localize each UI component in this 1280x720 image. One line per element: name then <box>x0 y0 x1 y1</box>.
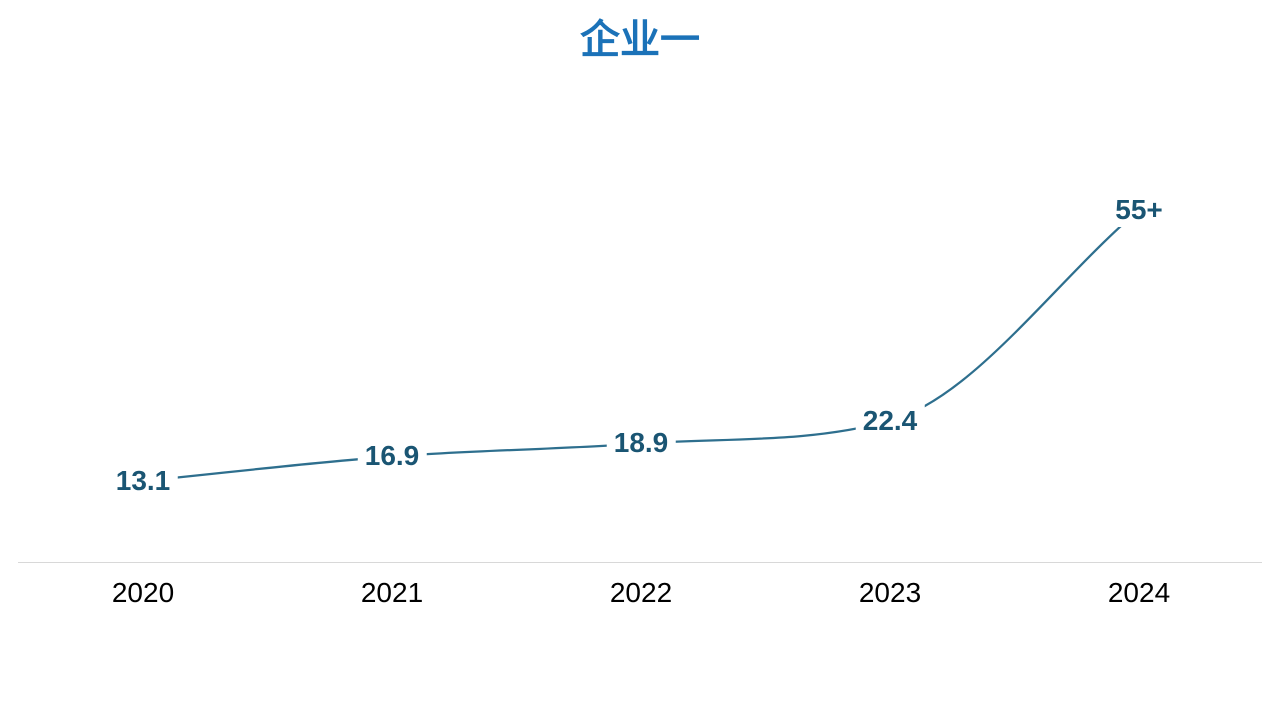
x-axis-line <box>18 562 1262 563</box>
data-label-2021: 16.9 <box>357 439 427 474</box>
x-axis-label-2022: 2022 <box>609 577 673 608</box>
data-label-2020: 13.1 <box>108 464 178 498</box>
data-label-2024: 55+ <box>1108 192 1170 227</box>
x-axis-label-2023: 2023 <box>858 577 922 608</box>
x-axis-label-2020: 2020 <box>111 577 175 608</box>
x-axis-label-2021: 2021 <box>360 577 424 608</box>
chart-title: 企业一 <box>580 18 700 62</box>
data-label-2023: 22.4 <box>855 403 925 438</box>
data-label-2022: 18.9 <box>606 426 676 461</box>
x-axis-label-2024: 2024 <box>1107 577 1171 608</box>
